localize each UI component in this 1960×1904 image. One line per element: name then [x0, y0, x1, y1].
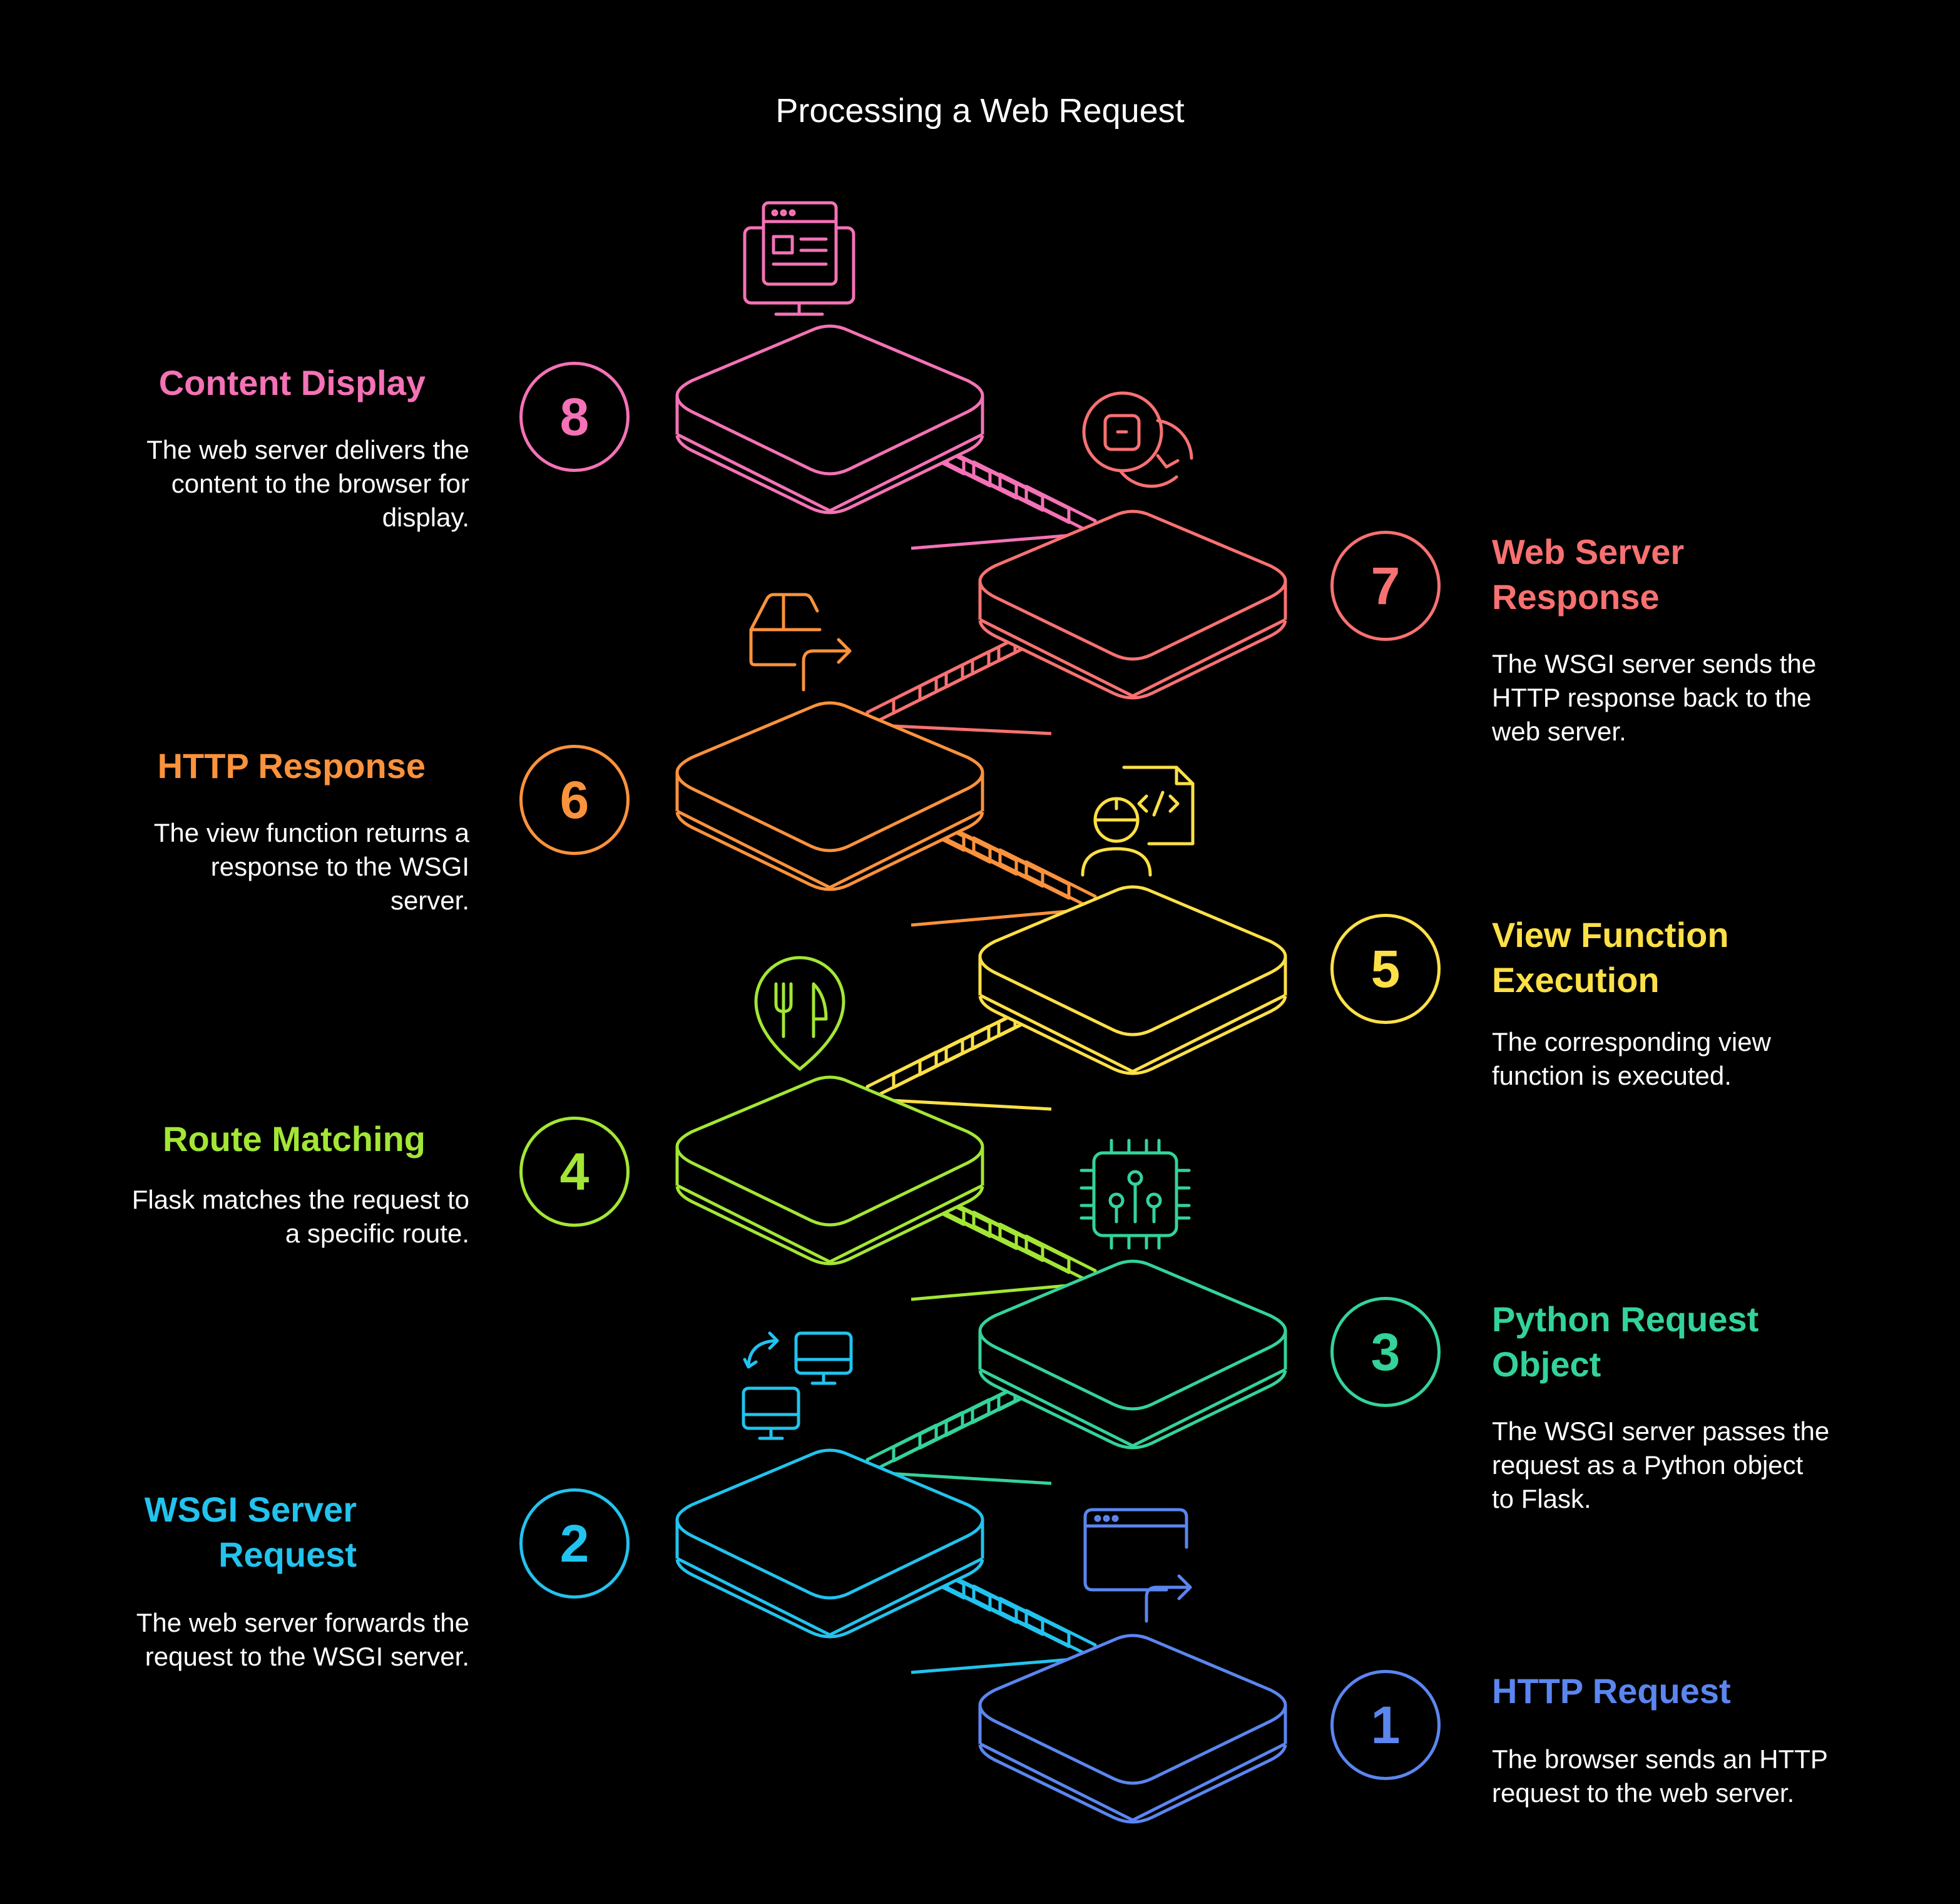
- map-pin-fork-knife-icon: [754, 956, 845, 1071]
- platform-lower-edge: [676, 809, 984, 889]
- step-8-title: Content Display: [158, 363, 426, 402]
- step-2-description: The web server forwards the request to t…: [136, 1608, 469, 1671]
- step-7-number: 7: [1330, 531, 1441, 641]
- step-7-description: The WSGI server sends the HTTP response …: [1492, 649, 1817, 746]
- step-4-description: Flask matches the request to a specific …: [131, 1185, 469, 1248]
- stair-stringer: [867, 723, 1052, 735]
- platform-lower-edge: [979, 1368, 1287, 1448]
- step-4-number: 4: [519, 1117, 630, 1227]
- step-5-description: The corresponding view function is execu…: [1492, 1027, 1771, 1090]
- platform-top: [978, 885, 1287, 1036]
- step-6-title: HTTP Response: [157, 746, 426, 786]
- step-1-number: 1: [1330, 1670, 1441, 1780]
- platform-top: [675, 1448, 984, 1600]
- platform-1: [978, 1634, 1287, 1824]
- refresh-cycle-icon: [1082, 391, 1193, 488]
- platform-2: [675, 1448, 984, 1639]
- stair-tread: [892, 663, 964, 715]
- stair-tread: [944, 637, 1017, 688]
- browser-window-arrow-icon: [1083, 1508, 1192, 1623]
- step-8-number: 8: [519, 362, 630, 472]
- platform-lower-edge: [676, 432, 984, 513]
- platform-lower-edge: [979, 993, 1287, 1073]
- platform-5: [978, 885, 1287, 1075]
- platform-top: [978, 509, 1287, 661]
- platform-4: [675, 1075, 984, 1266]
- step-3-number: 3: [1330, 1297, 1441, 1407]
- computer-exchange-icon: [742, 1331, 853, 1440]
- platform-lower-edge: [676, 1557, 984, 1637]
- platform-top: [675, 701, 984, 852]
- step-3-title: Python Request Object: [1492, 1299, 1759, 1384]
- diagram-title: Processing a Web Request: [775, 92, 1185, 130]
- step-2-title: WSGI Server Request: [144, 1490, 357, 1574]
- stair-tread: [918, 650, 991, 702]
- platform-6: [675, 701, 984, 891]
- step-5-title: View Function Execution: [1492, 915, 1729, 1000]
- platform-lower-edge: [676, 1184, 984, 1264]
- step-1-title: HTTP Request: [1492, 1671, 1731, 1711]
- circuit-chip-icon: [1080, 1139, 1191, 1250]
- platform-lower-edge: [979, 1742, 1287, 1822]
- step-3-description: The WSGI server passes the request as a …: [1492, 1416, 1830, 1513]
- step-5-number: 5: [1330, 914, 1441, 1024]
- monitor-display-icon: [743, 201, 855, 316]
- platform-top: [978, 1634, 1287, 1785]
- platform-top: [675, 1075, 984, 1227]
- step-4-title: Route Matching: [163, 1119, 426, 1159]
- platform-7: [978, 509, 1287, 700]
- step-1-description: The browser sends an HTTP request to the…: [1492, 1744, 1828, 1808]
- platform-lower-edge: [979, 618, 1287, 698]
- step-7-title: Web Server Response: [1492, 532, 1685, 617]
- step-2-number: 2: [519, 1488, 630, 1599]
- package-return-icon: [749, 593, 852, 692]
- platform-top: [675, 324, 984, 476]
- step-8-description: The web server delivers the content to t…: [146, 435, 469, 532]
- developer-code-icon: [1081, 765, 1195, 877]
- step-6-description: The view function returns a response to …: [153, 818, 469, 915]
- step-6-number: 6: [519, 745, 630, 855]
- platform-3: [978, 1259, 1287, 1450]
- platform-8: [675, 324, 984, 514]
- platform-top: [978, 1259, 1287, 1411]
